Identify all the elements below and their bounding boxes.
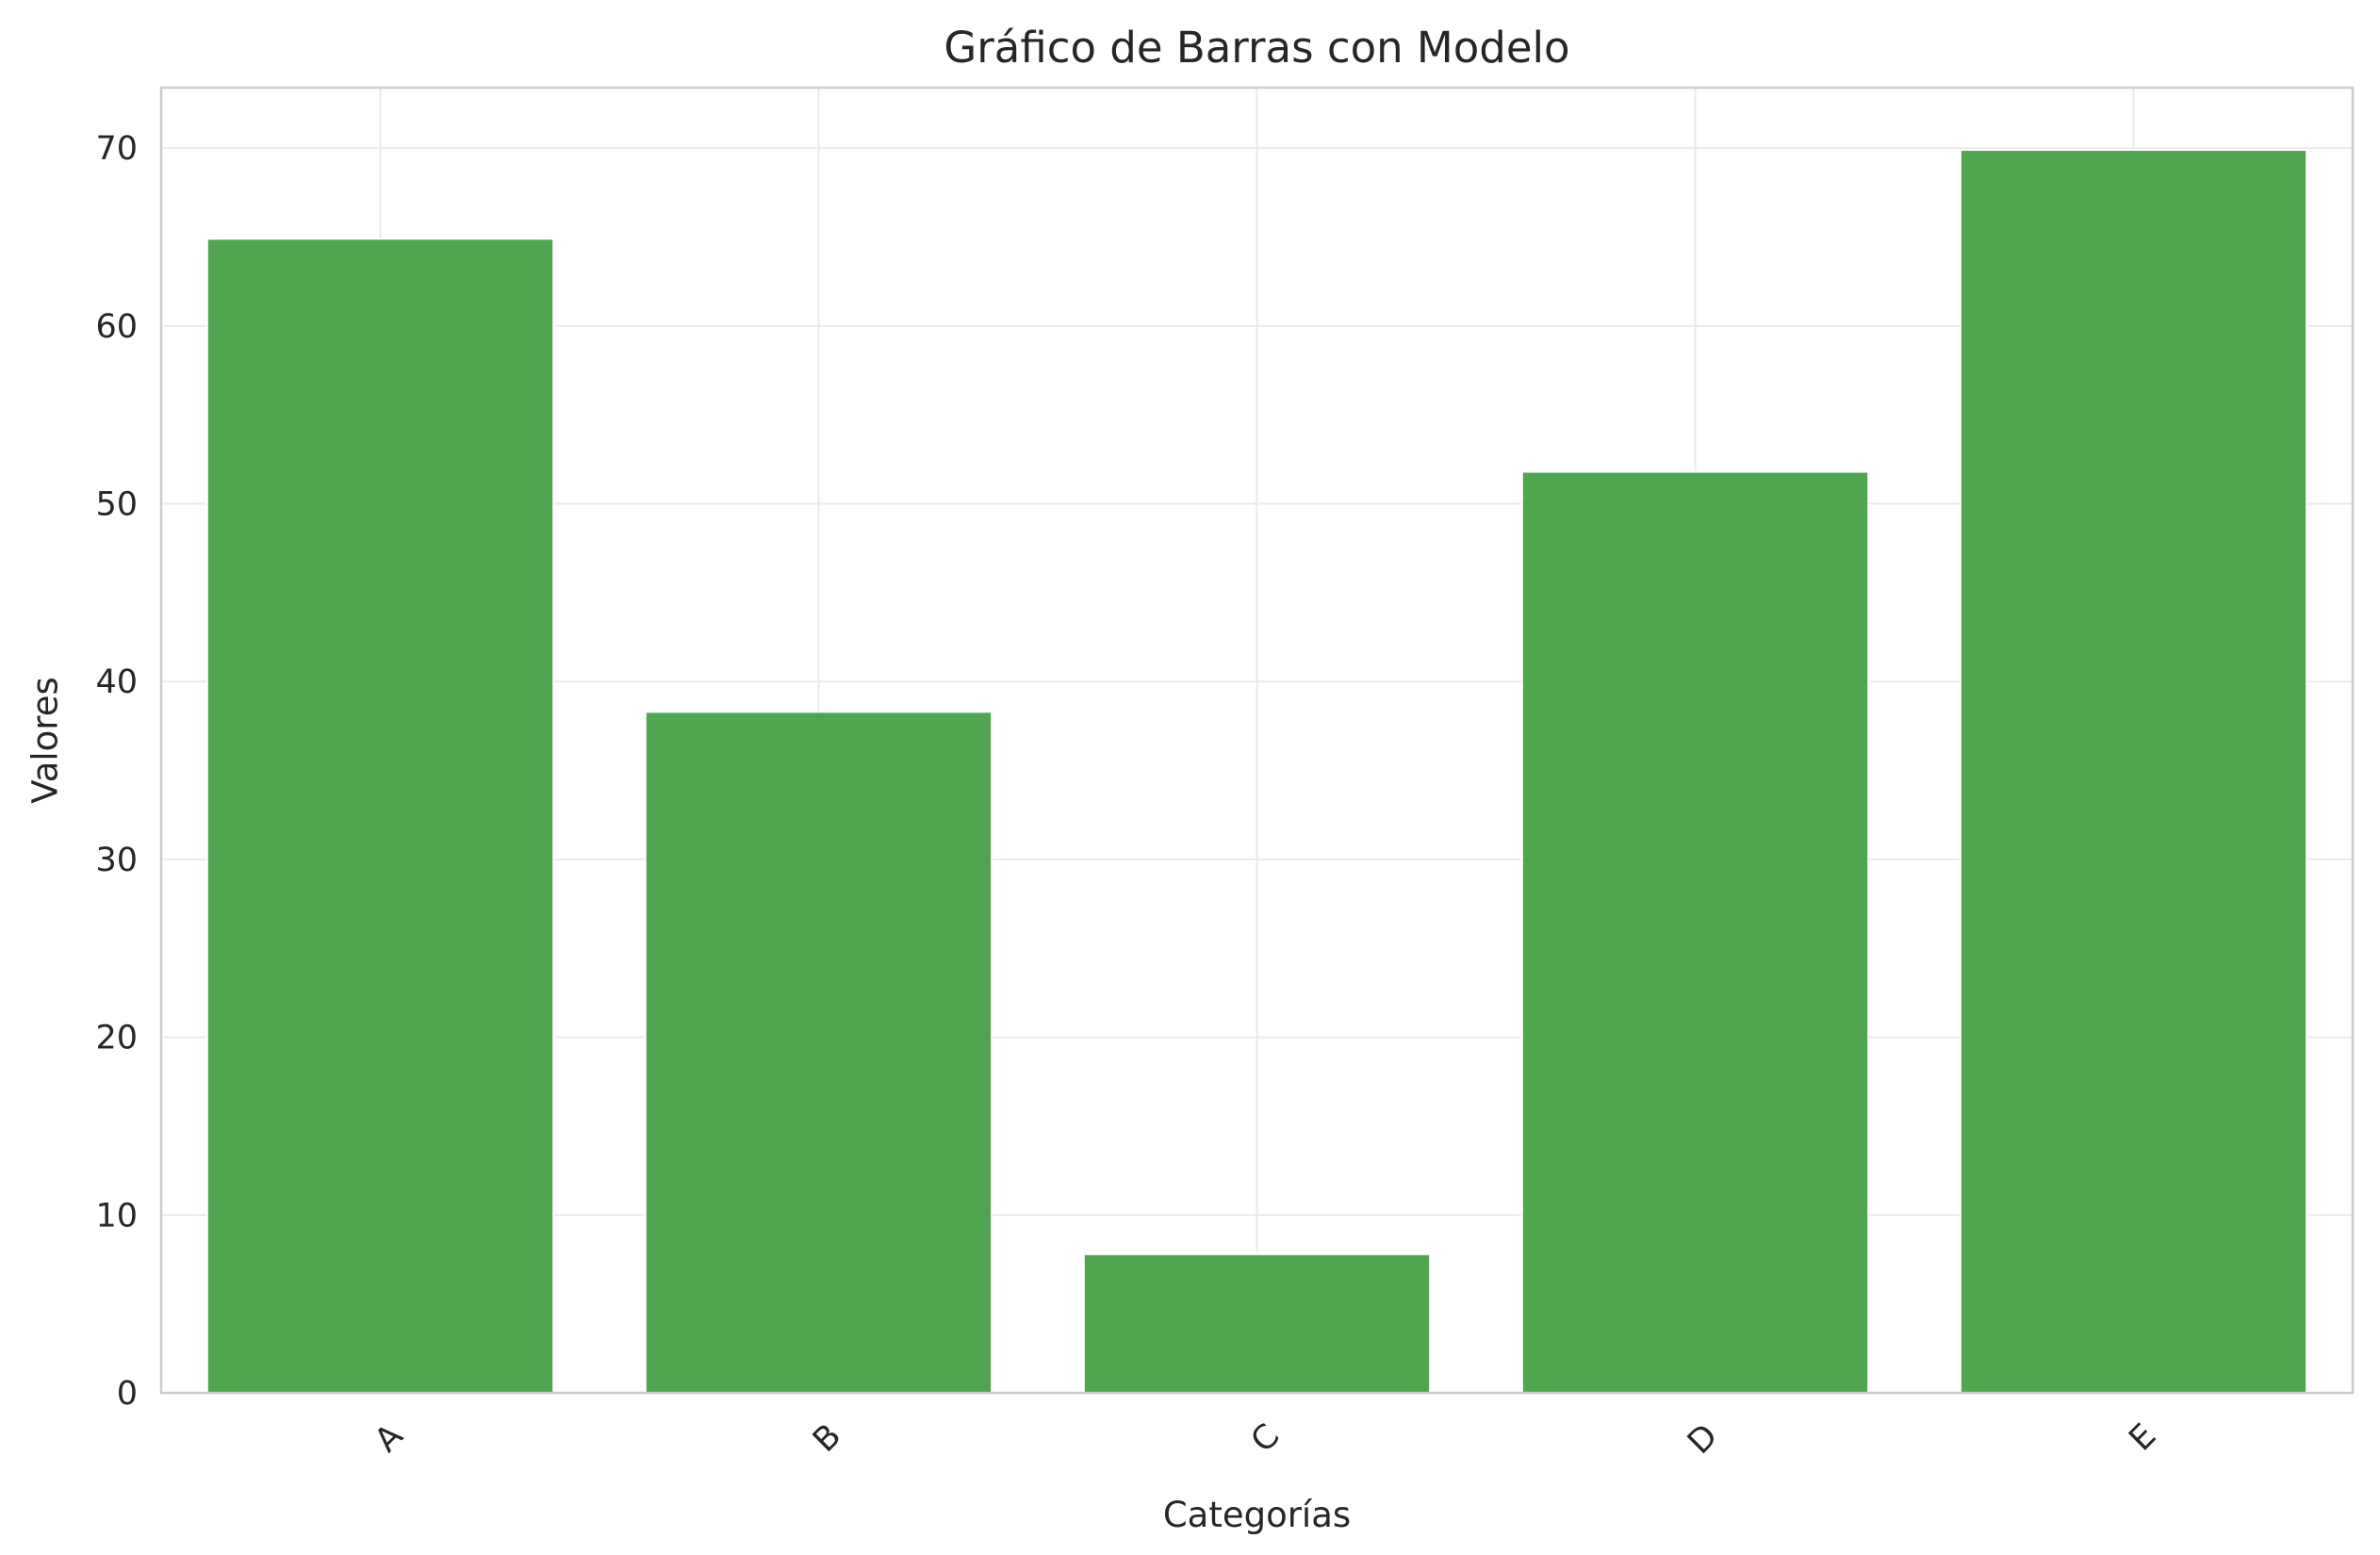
bar-d — [1520, 470, 1870, 1394]
y-tick-label: 70 — [95, 130, 138, 168]
y-tick-label: 10 — [95, 1197, 138, 1235]
y-tick-label: 30 — [95, 842, 138, 879]
bars — [205, 149, 2308, 1395]
y-tick-label: 50 — [95, 486, 138, 524]
bar-b — [644, 711, 993, 1394]
bar-e — [1959, 149, 2308, 1394]
chart-title: Gráfico de Barras con Modelo — [944, 23, 1569, 73]
y-tick-label: 40 — [95, 663, 138, 701]
bar-c — [1082, 1252, 1432, 1395]
plot-frame — [159, 86, 2355, 1395]
bar-a — [205, 237, 555, 1394]
x-axis-label: Categorías — [1163, 1495, 1351, 1535]
y-tick-label: 60 — [95, 308, 138, 346]
y-tick-label: 20 — [95, 1020, 138, 1057]
y-axis-label: Valores — [25, 677, 66, 803]
y-tick-label: 0 — [117, 1375, 138, 1413]
y-axis-ticks: 0 10 20 30 40 50 60 70 — [95, 130, 138, 1413]
